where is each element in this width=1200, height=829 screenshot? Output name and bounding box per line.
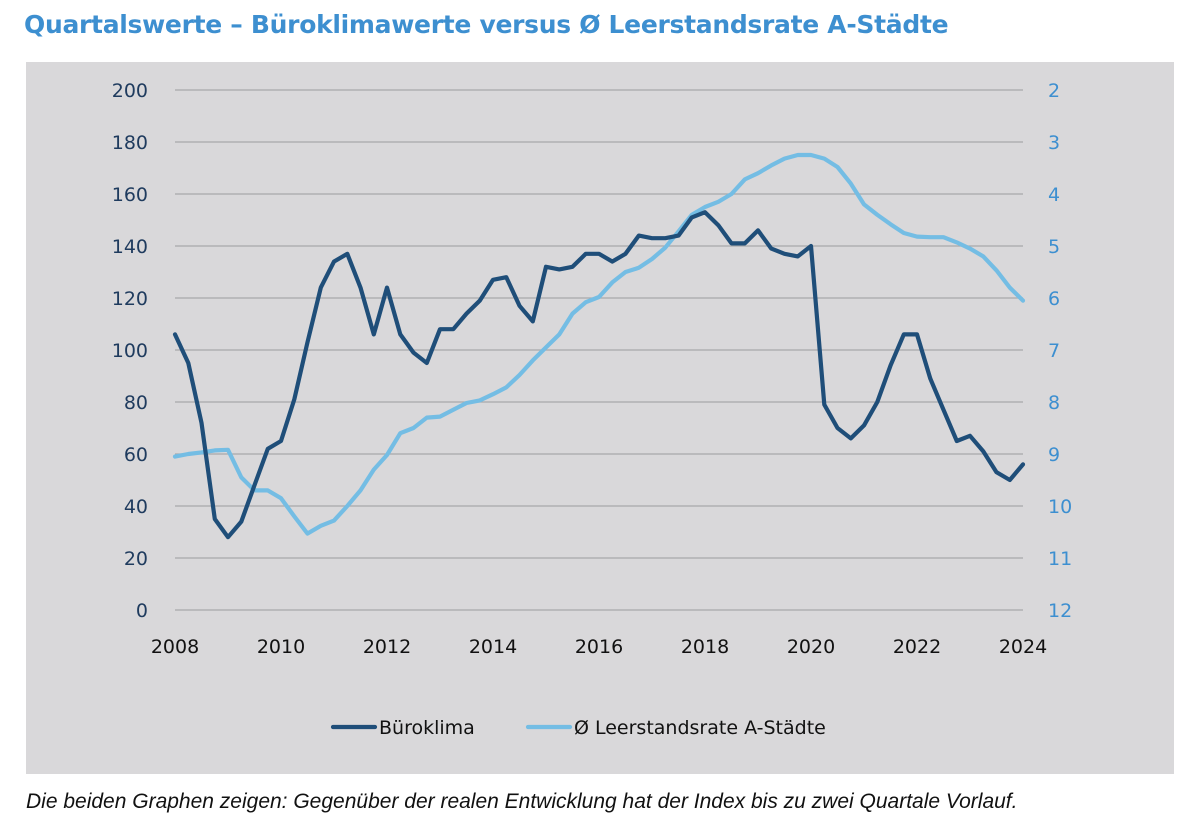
x-tick-label: 2018 bbox=[681, 636, 729, 658]
y-right-tick-label: 12 bbox=[1048, 600, 1072, 622]
y-left-tick-label: 40 bbox=[124, 496, 148, 518]
x-tick-label: 2016 bbox=[575, 636, 623, 658]
line-chart: 0 20 40 60 80 100 120 140 160 180 200 2 3 4 5 6 7 8 9 10 11 1… bbox=[112, 80, 1072, 739]
y-right-tick-label: 2 bbox=[1048, 80, 1060, 102]
y-left-tick-label: 140 bbox=[112, 236, 148, 258]
y-right-tick-label: 10 bbox=[1048, 496, 1072, 518]
y-right-tick-label: 8 bbox=[1048, 392, 1060, 414]
x-tick-label: 2020 bbox=[787, 636, 835, 658]
legend-label-leerstandsrate: Ø Leerstandsrate A-Städte bbox=[574, 717, 826, 739]
y-left-tick-label: 20 bbox=[124, 548, 148, 570]
x-tick-label: 2012 bbox=[363, 636, 411, 658]
x-tick-label: 2010 bbox=[257, 636, 305, 658]
y-right-tick-label: 5 bbox=[1048, 236, 1060, 258]
chart-title: Quartalswerte – Büroklimawerte versus Ø … bbox=[24, 10, 949, 39]
y-left-tick-label: 80 bbox=[124, 392, 148, 414]
legend-label-bueroklima: Büroklima bbox=[379, 717, 475, 739]
x-tick-label: 2022 bbox=[893, 636, 941, 658]
y-right-tick-label: 3 bbox=[1048, 132, 1060, 154]
y-left-tick-label: 0 bbox=[136, 600, 148, 622]
y-left-tick-label: 160 bbox=[112, 184, 148, 206]
y-right-tick-label: 7 bbox=[1048, 340, 1060, 362]
y-right-tick-label: 6 bbox=[1048, 288, 1060, 310]
chart-area: 0 20 40 60 80 100 120 140 160 180 200 2 3 4 5 6 7 8 9 10 11 1… bbox=[26, 62, 1174, 774]
series-line-bueroklima bbox=[172, 210, 1026, 540]
y-left-tick-label: 60 bbox=[124, 444, 148, 466]
y-left-tick-label: 200 bbox=[112, 80, 148, 102]
x-tick-label: 2008 bbox=[151, 636, 199, 658]
y-left-tick-label: 180 bbox=[112, 132, 148, 154]
y-left-tick-label: 120 bbox=[112, 288, 148, 310]
chart-caption: Die beiden Graphen zeigen: Gegenüber der… bbox=[26, 790, 1018, 813]
x-tick-label: 2014 bbox=[469, 636, 517, 658]
series-line-leerstandsrate bbox=[172, 152, 1026, 536]
x-tick-label: 2024 bbox=[999, 636, 1047, 658]
y-right-tick-label: 9 bbox=[1048, 444, 1060, 466]
y-right-tick-label: 4 bbox=[1048, 184, 1060, 206]
y-right-tick-label: 11 bbox=[1048, 548, 1072, 570]
y-left-tick-label: 100 bbox=[112, 340, 148, 362]
